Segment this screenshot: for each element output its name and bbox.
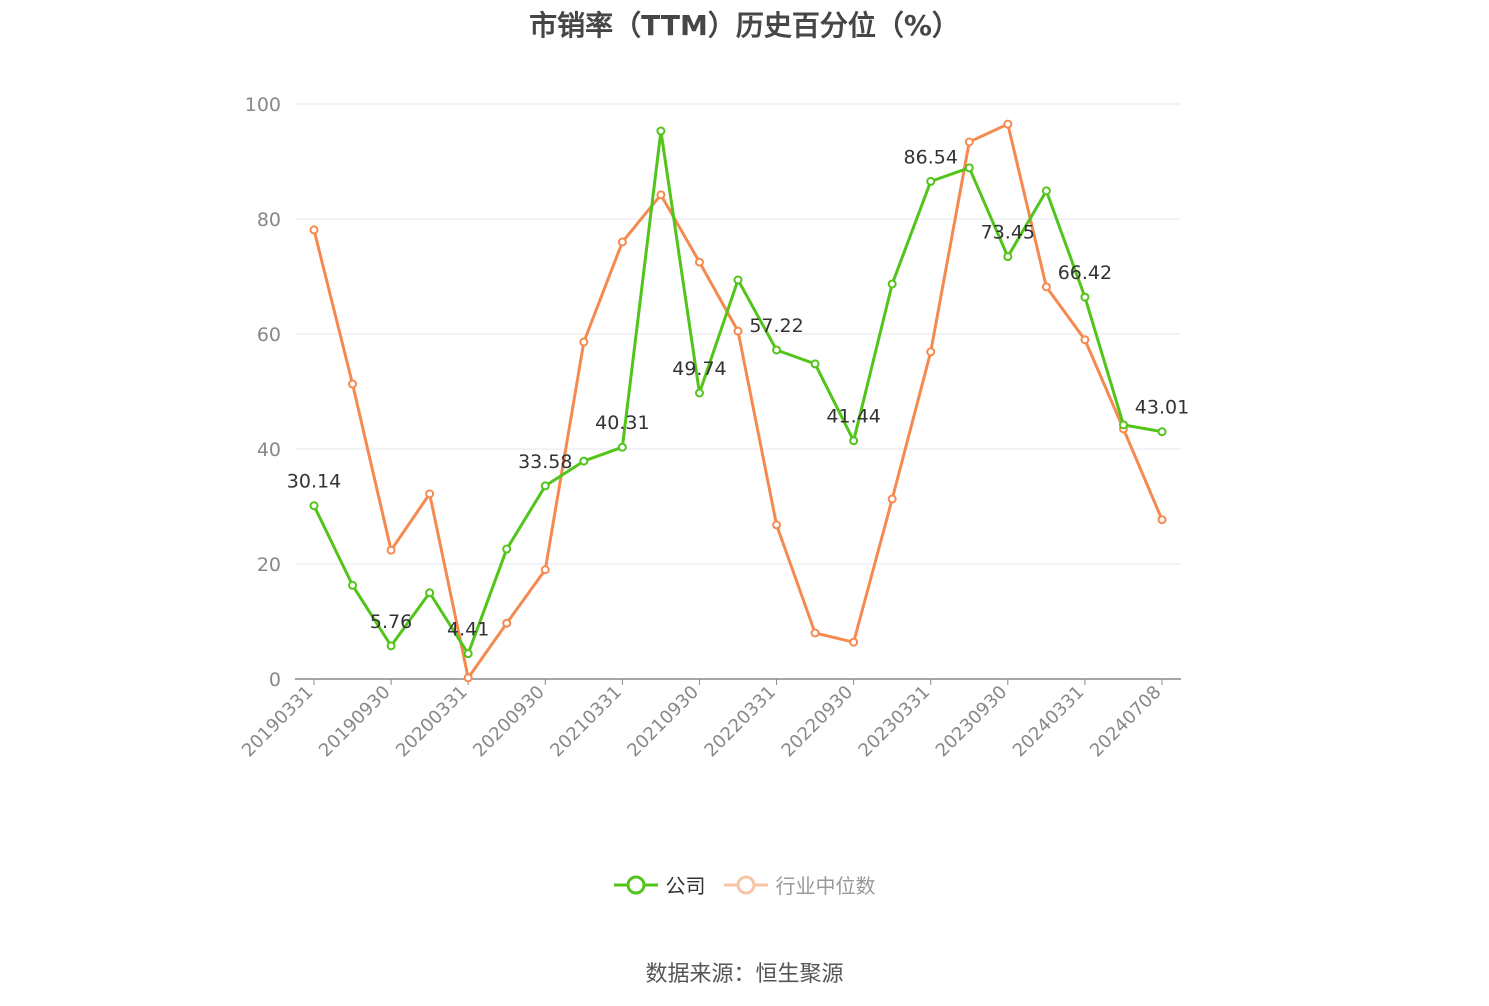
data-point (1080, 335, 1090, 345)
data-point (348, 580, 358, 590)
x-tick-label: 20230331 (855, 682, 935, 762)
data-point (540, 481, 550, 491)
data-point (309, 225, 319, 235)
x-tick-label: 20200331 (392, 682, 472, 762)
data-label: 57.22 (749, 315, 803, 337)
data-point (810, 359, 820, 369)
series-line-1 (312, 122, 1164, 680)
x-tick-label: 20240708 (1086, 682, 1166, 762)
x-tick-label: 20190331 (238, 682, 318, 762)
data-point (849, 436, 859, 446)
data-point (617, 442, 627, 452)
data-point (656, 126, 666, 136)
legend-company-icon (613, 875, 658, 894)
data-point (1080, 292, 1090, 302)
data-point (540, 565, 550, 575)
x-tick-label: 20200930 (469, 682, 549, 762)
data-label: 41.44 (826, 406, 880, 428)
data-point (463, 649, 473, 659)
data-point (425, 588, 435, 598)
data-point (309, 501, 319, 511)
data-label: 73.45 (981, 222, 1035, 244)
data-point (694, 388, 704, 398)
data-label: 43.01 (1135, 397, 1189, 419)
data-point (964, 137, 974, 147)
data-point (926, 347, 936, 357)
data-point (772, 520, 782, 530)
data-label: 66.42 (1058, 262, 1112, 284)
data-point (694, 257, 704, 267)
data-point (1041, 282, 1051, 292)
data-label: 30.14 (287, 471, 341, 493)
legend-item-industry[interactable]: 行业中位数 (723, 870, 876, 899)
data-point (386, 641, 396, 651)
data-point (502, 544, 512, 554)
legend-item-company[interactable]: 公司 (613, 870, 706, 899)
data-point (1003, 119, 1013, 129)
data-source: 数据来源：恒生聚源 (645, 962, 844, 987)
data-label: 49.74 (672, 358, 726, 380)
series-line-0 (312, 129, 1163, 656)
legend-company-label: 公司 (665, 874, 706, 898)
data-label: 5.76 (370, 611, 412, 633)
data-point (617, 237, 627, 247)
y-tick-label: 0 (269, 669, 281, 691)
data-point (1003, 252, 1013, 262)
line-chart: 0 20 40 60 80 100 2019033120190930202003312020… (238, 94, 1189, 762)
data-label: 33.58 (518, 451, 572, 473)
data-point (1118, 420, 1128, 430)
x-tick-label: 20210930 (623, 682, 703, 762)
y-tick-label: 100 (245, 94, 281, 116)
x-tick-label: 20220930 (778, 682, 858, 762)
legend-industry-icon (723, 875, 768, 894)
x-tick-label: 20240331 (1009, 682, 1089, 762)
y-tick-label: 60 (257, 324, 281, 346)
data-point (579, 337, 589, 347)
data-label: 86.54 (904, 146, 958, 168)
data-point (964, 163, 974, 173)
data-point (1041, 186, 1051, 196)
data-point (772, 345, 782, 355)
y-tick-label: 20 (257, 554, 281, 576)
legend-industry-label: 行业中位数 (775, 874, 876, 898)
data-point (849, 637, 859, 647)
legend: 公司 行业中位数 (0, 870, 1489, 899)
chart-title: 市销率（TTM）历史百分位（%） (529, 9, 960, 42)
data-point (810, 628, 820, 638)
data-point (656, 190, 666, 200)
data-point (1157, 515, 1167, 525)
y-tick-label: 40 (257, 439, 281, 461)
x-tick-label: 20230930 (932, 682, 1012, 762)
x-tick-label: 20190930 (315, 682, 395, 762)
data-point (887, 279, 897, 289)
data-point (926, 176, 936, 186)
x-tick-label: 20210331 (546, 682, 626, 762)
data-point (502, 618, 512, 628)
data-point (733, 326, 743, 336)
data-label: 40.31 (595, 412, 649, 434)
data-point (425, 489, 435, 499)
data-label: 4.41 (447, 619, 489, 641)
data-point (579, 456, 589, 466)
data-point (887, 494, 897, 504)
data-point (463, 673, 473, 683)
data-point (386, 545, 396, 555)
y-tick-label: 80 (257, 209, 281, 231)
data-point (1157, 427, 1167, 437)
x-tick-label: 20220331 (700, 682, 780, 762)
data-point (348, 379, 358, 389)
data-point (733, 275, 743, 285)
